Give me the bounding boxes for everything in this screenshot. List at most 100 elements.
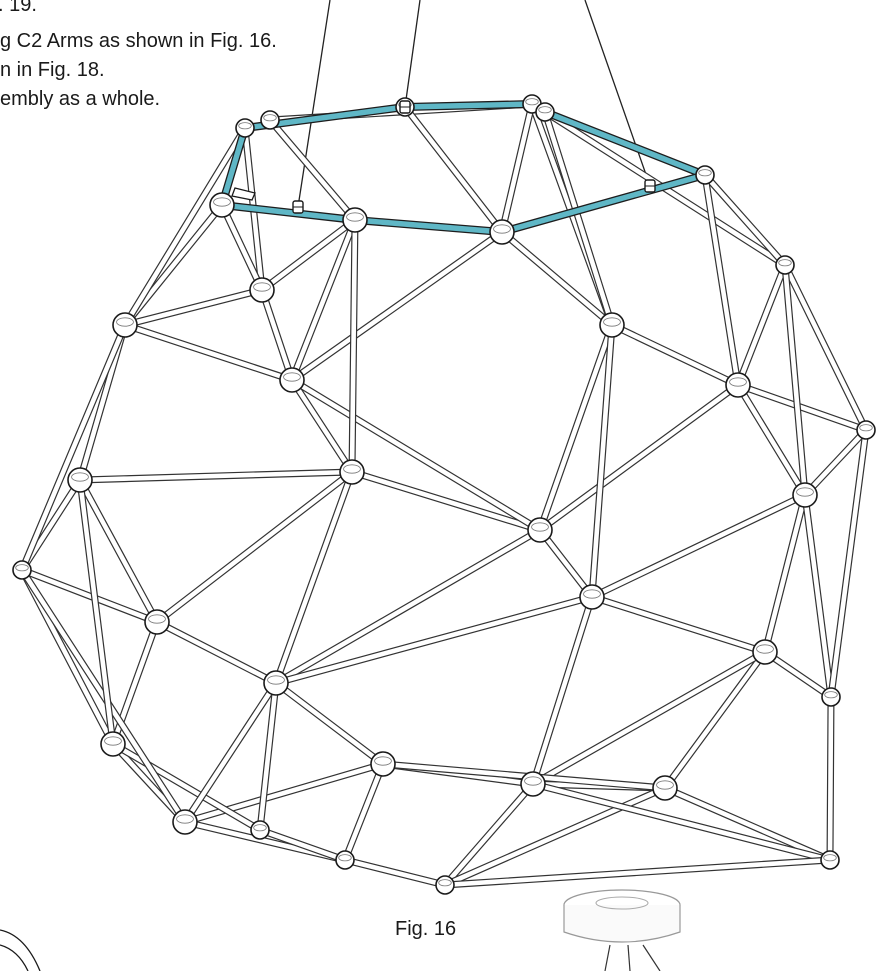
hub-highlight [343, 464, 361, 474]
hub-connector [339, 459, 365, 485]
strut-fill [289, 217, 358, 383]
strut-fill [182, 761, 386, 825]
strut-fill [19, 567, 160, 625]
frame-hubs [12, 94, 876, 895]
strut-fill [19, 322, 128, 573]
hub-highlight [15, 564, 29, 572]
canopy-cable [604, 944, 611, 971]
hub-highlight [493, 224, 511, 234]
hub-highlight [176, 814, 194, 824]
decorative-parts [0, 187, 681, 971]
strut-fill [735, 382, 869, 433]
hub-highlight [824, 691, 838, 699]
hub-highlight [531, 522, 549, 532]
hub-connector [820, 850, 840, 870]
c2-arm [219, 202, 358, 223]
hub-connector [250, 820, 270, 840]
strut-fill [77, 477, 160, 625]
strut-fill [289, 377, 355, 475]
hub-highlight [104, 736, 122, 746]
c2-arm [352, 217, 505, 235]
strut-fill [537, 382, 741, 533]
hub-connector [435, 875, 455, 895]
hub-highlight [283, 372, 301, 382]
strut-fill [589, 594, 768, 655]
strut-fill [530, 781, 833, 863]
c2-arm [402, 101, 535, 110]
canopy-cable [627, 944, 631, 971]
hub-connector [520, 771, 546, 797]
hub-connector [821, 687, 841, 707]
strut-fill [273, 680, 386, 767]
strut-fill [662, 785, 833, 863]
strut-fill [499, 229, 615, 328]
hub-highlight [525, 98, 539, 106]
strut-fill [530, 594, 595, 787]
hanging-cables [297, 0, 651, 208]
hub-connector [209, 192, 235, 218]
strut-fill [828, 427, 869, 700]
hub-highlight [756, 644, 774, 654]
strut-fill [827, 694, 834, 863]
hanging-cable [404, 0, 421, 108]
hub-connector [527, 517, 553, 543]
hub-highlight [438, 879, 452, 887]
strut-fill [702, 172, 741, 388]
strut-fill [77, 477, 116, 747]
hub-highlight [263, 114, 277, 122]
hub-highlight [603, 317, 621, 327]
strut-fill [219, 202, 265, 293]
c2-arm [499, 172, 708, 235]
strut-fill [609, 322, 741, 388]
hub-connector [792, 482, 818, 508]
hub-connector [112, 312, 138, 338]
hub-highlight [583, 589, 601, 599]
hub-highlight [698, 169, 712, 177]
hub-highlight [823, 854, 837, 862]
strut-fill [499, 101, 535, 235]
instruction-line-1: . 19. [0, 0, 37, 16]
c2-arm [219, 125, 248, 208]
strut-fill [702, 172, 788, 268]
hub-highlight [213, 197, 231, 207]
hub-connector [172, 809, 198, 835]
hanging-cable [297, 0, 331, 208]
hub-connector [100, 731, 126, 757]
hanging-cable [584, 0, 651, 187]
strut-fill [267, 117, 358, 223]
hub-connector [775, 255, 795, 275]
hub-highlight [253, 282, 271, 292]
strut-fill [259, 217, 358, 293]
strut-fill [122, 125, 248, 328]
hub-connector [652, 775, 678, 801]
strut-fill [802, 492, 834, 700]
hub-highlight [538, 106, 552, 114]
strut-fill [530, 649, 768, 787]
hub-highlight [778, 259, 792, 267]
hub-highlight [346, 212, 364, 222]
hub-connector [249, 277, 275, 303]
hub-connector [752, 639, 778, 665]
hub-connector [856, 420, 876, 440]
strut-fill [442, 785, 668, 888]
strut-fill [154, 469, 355, 625]
hub-highlight [656, 780, 674, 790]
strut-fill [122, 287, 265, 328]
strut-fill [182, 680, 279, 825]
hub-highlight [859, 424, 873, 432]
hub-connector [725, 372, 751, 398]
strut-fill [762, 492, 808, 655]
hub-highlight [796, 487, 814, 497]
hub-highlight [116, 317, 134, 327]
strut-fill [289, 377, 543, 533]
strut-fill [442, 857, 833, 888]
strut-fill [802, 427, 869, 498]
strut-fill [782, 262, 869, 433]
strut-fill [402, 104, 505, 235]
strut-fill [110, 741, 263, 833]
c2-arm [542, 109, 708, 178]
strut-fill [735, 262, 788, 388]
strut-fill [662, 649, 768, 791]
